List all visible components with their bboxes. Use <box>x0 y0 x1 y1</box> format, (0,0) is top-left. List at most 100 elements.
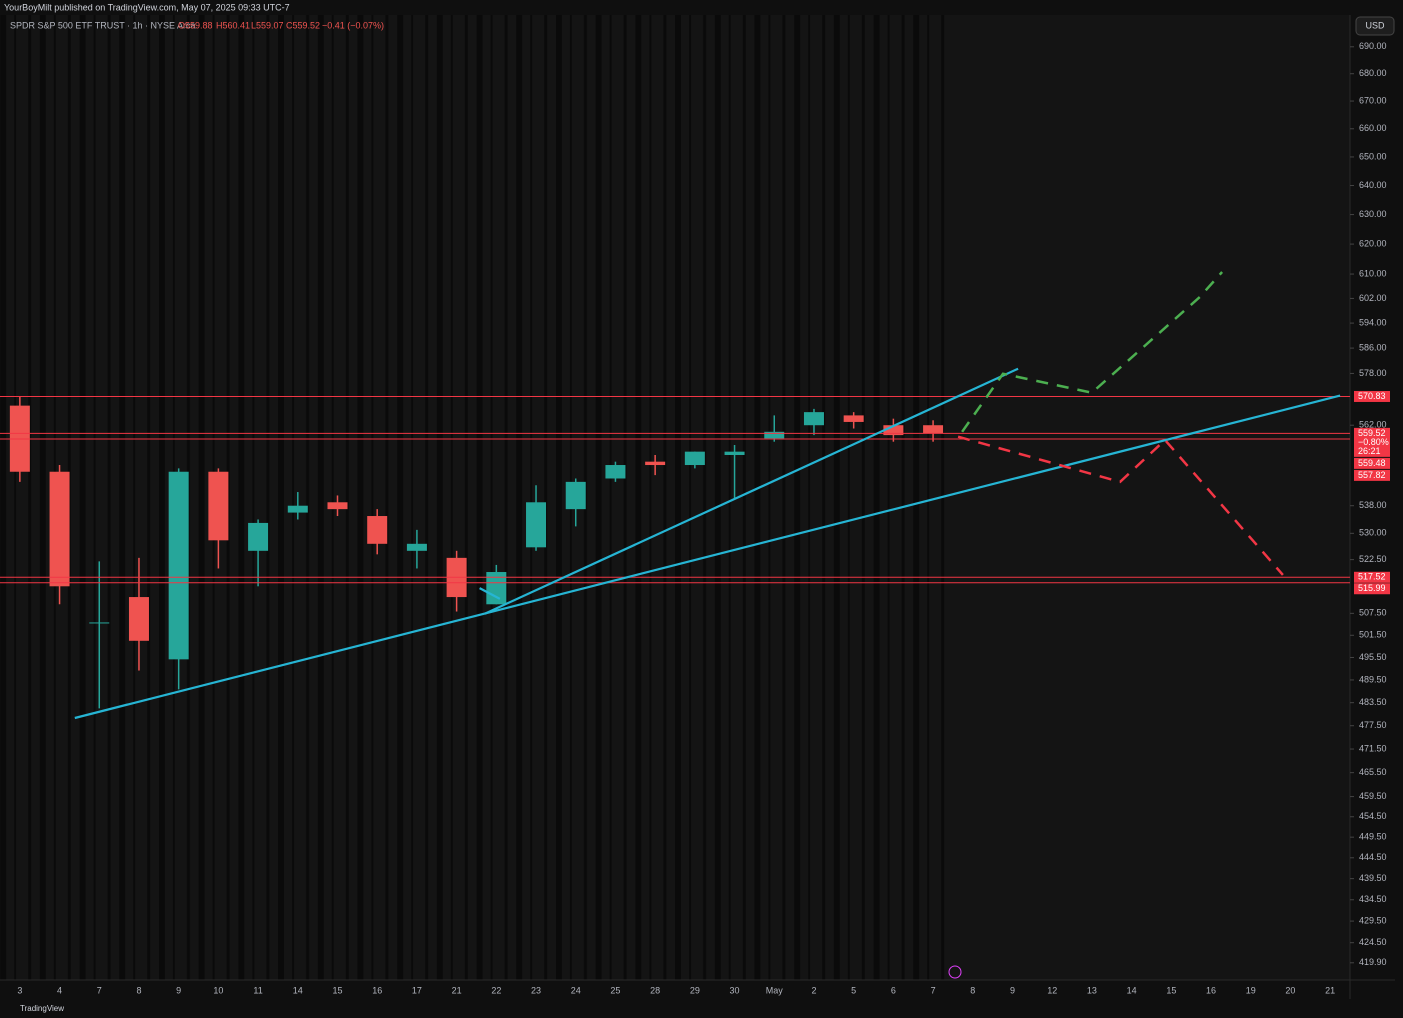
x-tick-label: 6 <box>891 985 896 995</box>
candle-body <box>486 572 507 605</box>
publisher: YourBoyMilt published on TradingView.com… <box>4 2 290 12</box>
x-tick-label: 28 <box>650 985 660 995</box>
price-tag: 570.83 <box>1358 391 1386 401</box>
x-tick-label: 29 <box>690 985 700 995</box>
y-tick-label: 670.00 <box>1359 95 1387 105</box>
candle-body <box>605 465 626 479</box>
ohlc-open: O559.88 <box>178 20 213 30</box>
y-tick-label: 562.00 <box>1359 420 1387 430</box>
y-tick-label: 507.50 <box>1359 608 1387 618</box>
x-tick-label: 24 <box>571 985 581 995</box>
price-tag-box <box>1354 390 1390 402</box>
y-tick-label: 483.50 <box>1359 697 1387 707</box>
x-tick-label: 7 <box>931 985 936 995</box>
candle-body <box>248 522 269 551</box>
projection-path <box>957 435 1284 576</box>
ohlc-high: H560.41 <box>216 20 250 30</box>
x-tick-label: 4 <box>57 985 62 995</box>
ohlc-low: L559.07 <box>251 20 284 30</box>
x-tick-label: 9 <box>176 985 181 995</box>
candle-body <box>803 412 824 426</box>
y-tick-label: 471.50 <box>1359 743 1387 753</box>
candle-body <box>764 431 785 439</box>
x-tick-label: 10 <box>213 985 223 995</box>
x-tick-label: 8 <box>970 985 975 995</box>
candle-body <box>168 471 189 660</box>
x-tick-label: 15 <box>332 985 342 995</box>
ohlc-close: C559.52 <box>286 20 320 30</box>
price-tag-box <box>1354 571 1390 583</box>
last-price-tag-box <box>1354 427 1390 439</box>
countdown-tag-box <box>1354 445 1390 457</box>
y-tick-label: 454.50 <box>1359 811 1387 821</box>
x-tick-label: 21 <box>452 985 462 995</box>
x-tick-label: 7 <box>97 985 102 995</box>
candle-body <box>645 461 666 466</box>
candle-body <box>327 502 348 510</box>
y-tick-label: 586.00 <box>1359 342 1387 352</box>
change-tag: −0.80% <box>1358 437 1389 447</box>
x-tick-label: 20 <box>1285 985 1295 995</box>
x-tick-label: 13 <box>1087 985 1097 995</box>
trendline <box>484 367 1019 615</box>
y-tick-label: 424.50 <box>1359 937 1387 947</box>
ask-tag: 557.82 <box>1358 470 1386 480</box>
candle-body <box>724 451 745 455</box>
y-tick-label: 620.00 <box>1359 238 1387 248</box>
x-tick-label: 3 <box>17 985 22 995</box>
y-tick-label: 630.00 <box>1359 209 1387 219</box>
currency-button[interactable] <box>1355 16 1395 36</box>
y-tick-label: 538.00 <box>1359 500 1387 510</box>
x-tick-label: 25 <box>610 985 620 995</box>
ask-tag-box <box>1354 469 1390 481</box>
y-tick-label: 594.00 <box>1359 317 1387 327</box>
candle-body <box>367 516 388 544</box>
y-tick-label: 680.00 <box>1359 68 1387 78</box>
y-tick-label: 522.50 <box>1359 554 1387 564</box>
y-tick-label: 434.50 <box>1359 894 1387 904</box>
y-tick-label: 530.00 <box>1359 528 1387 538</box>
y-tick-label: 578.00 <box>1359 368 1387 378</box>
x-tick-label: 21 <box>1325 985 1335 995</box>
x-tick-label: 8 <box>136 985 141 995</box>
x-tick-label: 16 <box>1206 985 1216 995</box>
candle-body <box>923 425 944 434</box>
x-tick-label: 15 <box>1166 985 1176 995</box>
candle-body <box>287 505 308 513</box>
x-tick-label: 19 <box>1246 985 1256 995</box>
x-tick-label: 14 <box>1127 985 1137 995</box>
x-tick-label: 23 <box>531 985 541 995</box>
y-tick-label: 489.50 <box>1359 674 1387 684</box>
event-icon[interactable] <box>948 965 962 979</box>
y-tick-label: 439.50 <box>1359 873 1387 883</box>
trendline <box>74 394 1341 720</box>
candle-body <box>406 543 427 551</box>
price-tag: 517.52 <box>1358 572 1386 582</box>
y-tick-label: 465.50 <box>1359 767 1387 777</box>
price-tag-box <box>1354 583 1390 595</box>
candle-body <box>565 481 586 510</box>
ohlc-change: −0.41 (−0.07%) <box>322 20 384 30</box>
y-tick-label: 602.00 <box>1359 293 1387 303</box>
last-price-tag: 559.52 <box>1358 428 1386 438</box>
candle-body <box>684 451 705 466</box>
trendline <box>479 587 501 600</box>
candle-body <box>89 622 110 624</box>
y-tick-label: 640.00 <box>1359 180 1387 190</box>
y-tick-label: 660.00 <box>1359 123 1387 133</box>
x-tick-label: 16 <box>372 985 382 995</box>
session-shading <box>0 15 948 980</box>
x-tick-label: 22 <box>491 985 501 995</box>
x-tick-label: 2 <box>811 985 816 995</box>
x-tick-label: 11 <box>253 985 262 995</box>
footer-brand: TradingView <box>20 1004 64 1013</box>
change-tag-box <box>1354 436 1390 448</box>
bid-tag: 559.48 <box>1358 458 1386 468</box>
currency-label[interactable]: USD <box>1365 20 1385 30</box>
x-tick-label: 17 <box>412 985 422 995</box>
candle-body <box>883 425 904 436</box>
candle-body <box>128 597 149 641</box>
y-tick-label: 459.50 <box>1359 791 1387 801</box>
x-tick-label: 9 <box>1010 985 1015 995</box>
